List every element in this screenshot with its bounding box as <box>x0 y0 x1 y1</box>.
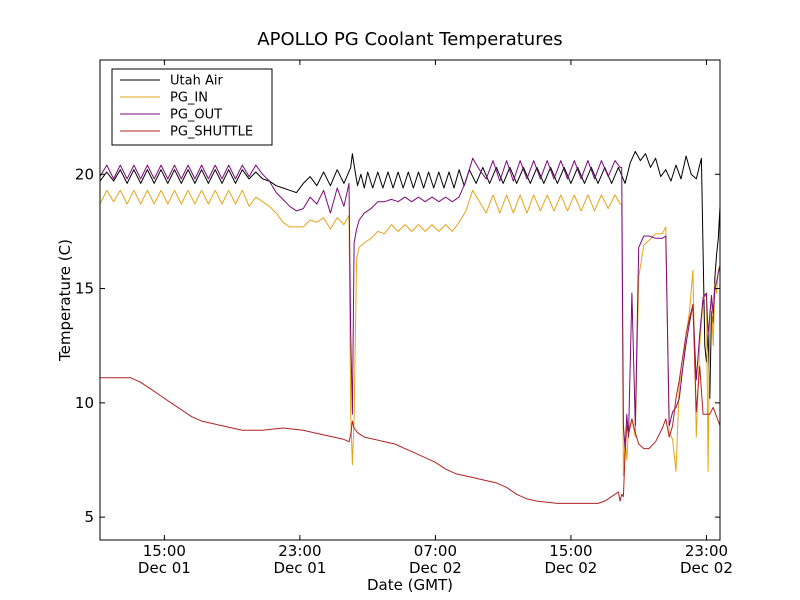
legend-entry-label: PG_IN <box>170 91 208 106</box>
x-tick-label-date: Dec 01 <box>138 559 191 577</box>
legend: Utah Air PG_IN PG_OUT PG_SHUTTLE <box>111 68 273 146</box>
x-tick-label-time: 23:00 <box>685 542 728 560</box>
x-tick-label-time: 15:00 <box>143 542 186 560</box>
x-tick-label-date: Dec 01 <box>273 559 326 577</box>
series-line-pg-in <box>99 189 721 477</box>
series-line-pg-shuttle <box>100 304 721 504</box>
legend-entry-label: PG_SHUTTLE <box>170 125 253 140</box>
series-layer <box>99 150 721 504</box>
y-tick-label: 5 <box>84 508 94 526</box>
x-tick-label-time: 23:00 <box>278 542 321 560</box>
x-axis-label: Date (GMT) <box>367 576 453 594</box>
y-axis-label: Temperature (C) <box>56 239 74 362</box>
y-tick-label: 10 <box>75 394 94 412</box>
x-tick-label-time: 15:00 <box>549 542 592 560</box>
y-tick-label: 15 <box>75 280 94 298</box>
x-tick-label-date: Dec 02 <box>544 559 597 577</box>
series-line-utah-air <box>99 150 721 399</box>
plot-frame <box>99 59 721 541</box>
x-tick-label-time: 07:00 <box>414 542 457 560</box>
legend-entry-label: Utah Air <box>170 74 223 89</box>
x-tick-label-date: Dec 02 <box>409 559 462 577</box>
series-line-pg-out <box>99 157 721 450</box>
x-tick-label-date: Dec 02 <box>680 559 733 577</box>
y-axis-ticks: 5 10 15 20 <box>75 165 720 526</box>
chart-title: APOLLO PG Coolant Temperatures <box>257 29 562 50</box>
legend-box <box>111 68 273 146</box>
legend-entry-label: PG_OUT <box>170 108 222 123</box>
y-tick-label: 20 <box>75 165 94 183</box>
